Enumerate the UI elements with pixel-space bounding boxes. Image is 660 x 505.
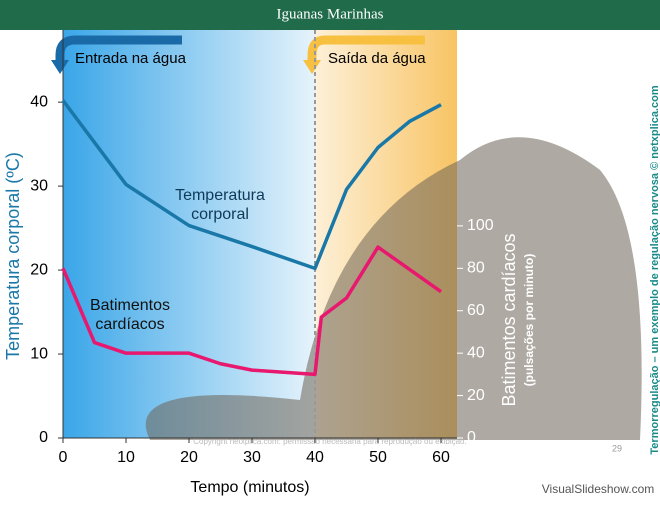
y-axis-label: Temperatura corporal (ºC) — [3, 152, 23, 360]
y-tick-label: 40 — [30, 93, 48, 110]
x-tick-label: 60 — [432, 449, 450, 466]
x-tick-label: 20 — [180, 449, 198, 466]
x-tick-label: 10 — [117, 449, 135, 466]
y2-tick-label: 40 — [467, 344, 485, 361]
x-tick-label: 40 — [306, 449, 324, 466]
brand: VisualSlideshow.com — [542, 482, 655, 496]
series-line — [61, 99, 442, 271]
y2-tick-label: 0 — [467, 429, 476, 446]
y-tick-label: 0 — [39, 429, 48, 446]
phase-before — [63, 30, 315, 438]
arrow-head — [303, 60, 321, 74]
arrow — [307, 35, 425, 62]
page-number: 29 — [612, 443, 622, 453]
title-bar — [0, 0, 660, 30]
y2-tick-label: 20 — [467, 387, 485, 404]
x-axis-label: Tempo (minutos) — [190, 479, 309, 496]
y-tick-label: 10 — [30, 345, 48, 362]
slide-title: Iguanas Marinhas — [276, 6, 383, 22]
y-tick-label: 30 — [30, 177, 48, 194]
y2-tick-label: 80 — [467, 260, 485, 277]
x-tick-label: 50 — [369, 449, 387, 466]
series-label: Temperatura corporal — [175, 187, 265, 223]
series-line — [61, 245, 443, 377]
annotation: Entrada na água — [75, 50, 187, 67]
y-tick-label: 20 — [30, 261, 48, 278]
arrow — [55, 35, 182, 62]
x-tick-label: 0 — [59, 449, 68, 466]
side-text: Termorregulação – um exemplo de regulaçã… — [649, 85, 660, 454]
y2-axis-label: Batimentos cardíacos — [499, 233, 519, 406]
y2-axis-sublabel: (pulsações por minuto) — [522, 254, 536, 387]
annotation: Saída da água — [328, 50, 426, 67]
series-label: Batimentos cardíacos — [89, 297, 171, 333]
y2-tick-label: 100 — [467, 217, 494, 234]
watermark: Copyright netxplica.com: permissão neces… — [193, 437, 466, 446]
arrow-head — [51, 60, 69, 74]
iguana-photo — [145, 137, 642, 441]
x-tick-label: 30 — [243, 449, 261, 466]
y2-tick-label: 60 — [467, 302, 485, 319]
